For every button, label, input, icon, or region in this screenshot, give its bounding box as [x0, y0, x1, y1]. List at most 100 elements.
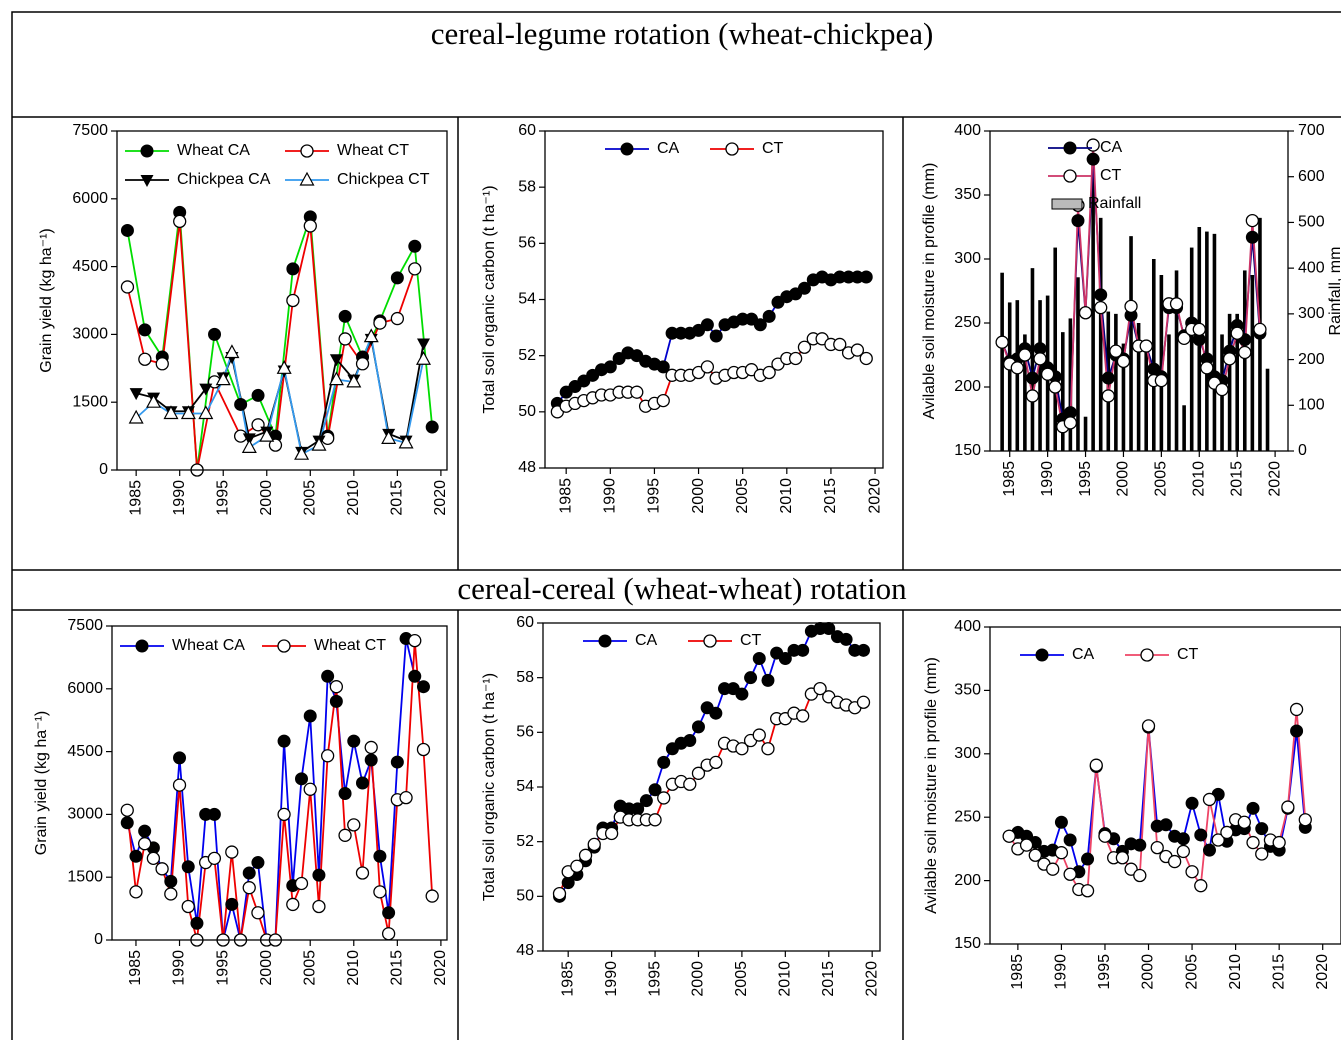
marker [355, 866, 370, 880]
marker [1109, 344, 1123, 358]
x-tick-label: 2010 [345, 480, 362, 516]
marker [364, 753, 378, 767]
marker [859, 351, 873, 366]
legend-label: Rainfall [1088, 195, 1141, 212]
marker [796, 709, 810, 723]
marker [129, 849, 143, 863]
marker [128, 409, 144, 424]
rainfall-bar [1076, 277, 1080, 451]
marker [1255, 822, 1269, 836]
marker [190, 916, 204, 930]
marker [408, 262, 422, 276]
series-line [126, 212, 434, 471]
marker [1071, 214, 1085, 228]
marker [1133, 838, 1147, 852]
marker [207, 851, 222, 866]
marker [1150, 840, 1164, 855]
x-tick-label: 1995 [646, 478, 663, 514]
marker [347, 818, 361, 832]
marker [656, 360, 670, 374]
legend-label: CT [740, 632, 762, 649]
rainfall-bar [1030, 268, 1035, 451]
marker [373, 885, 387, 899]
x-tick-label: 2015 [389, 950, 406, 986]
marker [1230, 326, 1244, 340]
x-tick-label: 2005 [734, 478, 751, 514]
x-tick-label: 2015 [1228, 461, 1245, 497]
marker [1098, 829, 1112, 843]
marker [180, 405, 196, 420]
legend-label: Wheat CT [337, 142, 409, 159]
y-tick-label: 6000 [72, 190, 108, 207]
marker [277, 807, 291, 822]
x-tick-label: 2010 [345, 950, 362, 986]
rainfall-bar [1174, 270, 1179, 451]
rainfall-bar [1189, 247, 1194, 451]
rainfall-bar [1091, 153, 1095, 451]
x-tick-label: 2020 [432, 950, 449, 986]
rainfall-bar [1144, 345, 1149, 451]
rainfall-bar [1250, 275, 1255, 451]
marker [1133, 868, 1147, 883]
legend-label: Wheat CT [314, 637, 386, 654]
marker [856, 695, 871, 709]
marker [752, 652, 766, 666]
marker [1220, 825, 1234, 840]
marker [303, 782, 317, 796]
rainfall-bar [1182, 405, 1186, 451]
marker [312, 899, 326, 914]
marker [408, 634, 422, 648]
marker [1255, 847, 1269, 861]
marker [242, 866, 256, 880]
series-line [126, 640, 434, 941]
x-tick-label: 2005 [302, 480, 319, 516]
legend-label: CA [657, 140, 680, 157]
marker [1019, 838, 1034, 852]
marker [1159, 818, 1173, 832]
marker [303, 219, 317, 233]
marker [373, 316, 387, 330]
legend-label: CT [1100, 167, 1122, 184]
marker [1002, 829, 1016, 843]
marker [1169, 297, 1184, 311]
legend-marker [598, 634, 612, 648]
marker [164, 874, 178, 888]
marker [761, 673, 775, 687]
marker [630, 385, 644, 399]
marker [321, 669, 335, 683]
y-tick-label: 400 [954, 122, 981, 139]
y-tick-label: 4500 [72, 258, 108, 275]
marker [570, 859, 584, 873]
marker [1054, 815, 1068, 829]
marker [1290, 724, 1304, 738]
marker [120, 280, 135, 294]
marker [778, 652, 792, 666]
marker [381, 927, 396, 941]
marker [294, 772, 308, 786]
marker [856, 643, 870, 657]
marker [381, 430, 397, 444]
marker [163, 405, 179, 420]
marker [1200, 361, 1214, 375]
x-tick-label: 1990 [602, 478, 619, 514]
y-tick-label: 50 [518, 403, 536, 420]
y-tick-label: 400 [954, 618, 981, 635]
marker [320, 749, 335, 763]
x-tick-label: 1985 [557, 478, 574, 514]
marker [138, 323, 152, 337]
marker [797, 281, 811, 295]
marker [251, 906, 265, 920]
y2-tick-label: 600 [1298, 168, 1325, 185]
x-tick-label: 1990 [603, 961, 620, 997]
marker [1154, 373, 1169, 388]
marker [355, 357, 370, 371]
legend-marker [725, 142, 739, 156]
legend-marker [1063, 169, 1077, 183]
marker [1063, 416, 1078, 430]
marker [813, 681, 827, 696]
y-tick-label: 300 [954, 250, 981, 267]
marker [329, 354, 343, 367]
x-tick-label: 2000 [1115, 461, 1132, 497]
marker [1176, 844, 1191, 859]
x-tick-label: 2020 [866, 478, 883, 514]
